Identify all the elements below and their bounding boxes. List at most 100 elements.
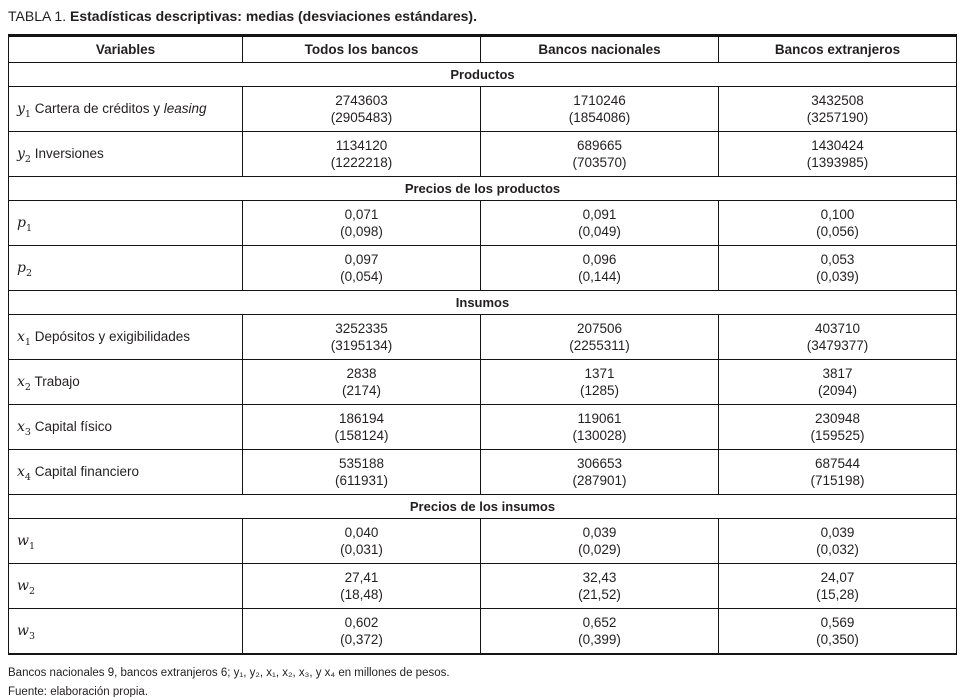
value-cell: 0,091 (0,049): [480, 200, 719, 246]
sd-value: (3257190): [806, 110, 869, 125]
mean-value: 0,071: [344, 207, 379, 222]
table-header: Variables Todos los bancos Bancos nacion…: [8, 35, 957, 63]
mean-value: 1430424: [811, 138, 864, 153]
mean-value: 2743603: [335, 93, 388, 108]
variable-symbol: w1: [17, 533, 36, 552]
value-cell: 1430424 (1393985): [718, 131, 957, 177]
mean-value: 1371: [584, 366, 615, 381]
mean-value: 689665: [576, 138, 623, 153]
mean-value: 0,040: [344, 525, 379, 540]
sd-value: (2255311): [569, 338, 630, 353]
value-cell: 27,41 (18,48): [242, 563, 481, 609]
sd-value: (0,039): [816, 269, 859, 284]
column-header-bancos-extranjeros: Bancos extranjeros: [718, 35, 957, 63]
value-cell: 687544 (715198): [718, 449, 957, 495]
mean-value: 0,039: [582, 525, 617, 540]
value-cell: 207506 (2255311): [480, 314, 719, 360]
mean-value: 306653: [576, 456, 623, 471]
sd-value: (0,372): [340, 631, 383, 647]
mean-value: 3817: [822, 366, 853, 381]
mean-value: 32,43: [582, 570, 617, 585]
mean-value: 687544: [814, 456, 861, 471]
mean-value: 2838: [346, 366, 377, 381]
sd-value: (0,029): [578, 542, 621, 557]
sd-value: (1285): [579, 383, 620, 398]
section-label: Insumos: [8, 290, 957, 315]
variable-cell: w2: [8, 563, 243, 609]
variable-cell: p2: [8, 245, 243, 291]
value-cell: 1134120 (1222218): [242, 131, 481, 177]
mean-value: 0,096: [582, 252, 617, 267]
sd-value: (3479377): [806, 338, 869, 353]
value-cell: 0,097 (0,054): [242, 245, 481, 291]
table-body: Productos y1 Cartera de créditos y leasin…: [8, 62, 957, 654]
mean-value: 0,569: [820, 614, 855, 630]
sd-value: (159525): [810, 428, 865, 443]
value-cell: 0,039 (0,029): [480, 518, 719, 564]
section-row: Productos: [8, 62, 957, 87]
section-row: Insumos: [8, 290, 957, 315]
mean-value: 1710246: [573, 93, 626, 108]
value-cell: 689665 (703570): [480, 131, 719, 177]
variable-symbol: p2: [17, 260, 33, 279]
mean-value: 0,652: [582, 614, 617, 630]
value-cell: 0,071 (0,098): [242, 200, 481, 246]
variable-label: Trabajo: [30, 374, 80, 389]
table-row: y2 Inversiones 1134120 (1222218) 689665 (703…: [8, 131, 957, 177]
sd-value: (15,28): [816, 587, 859, 602]
variable-symbol: x2: [17, 374, 31, 393]
value-cell: 24,07 (15,28): [718, 563, 957, 609]
variable-cell: w3: [8, 608, 243, 654]
mean-value: 3432508: [811, 93, 864, 108]
variable-symbol: p1: [17, 215, 33, 234]
sd-value: (1222218): [330, 155, 393, 170]
value-cell: 0,053 (0,039): [718, 245, 957, 291]
variable-label: Inversiones: [30, 146, 104, 161]
section-row: Precios de los productos: [8, 176, 957, 201]
value-cell: 32,43 (21,52): [480, 563, 719, 609]
mean-value: 27,41: [344, 570, 379, 585]
section-row: Precios de los insumos: [8, 494, 957, 519]
mean-value: 3252335: [335, 321, 388, 336]
variable-symbol: y2: [17, 146, 31, 165]
section-label: Productos: [8, 62, 957, 87]
column-header-todos-los-bancos: Todos los bancos: [242, 35, 481, 63]
sd-value: (0,144): [578, 269, 621, 284]
footnote-source: Fuente: elaboración propia.: [8, 685, 149, 697]
sd-value: (2174): [341, 383, 382, 398]
mean-value: 0,100: [820, 207, 855, 222]
sd-value: (0,031): [340, 542, 383, 557]
table-row: w2 27,41 (18,48) 32,43 (21,52) 24,07 (15,28): [8, 563, 957, 609]
variable-label: Capital financiero: [30, 464, 140, 479]
variable-label-italic: leasing: [160, 101, 207, 116]
sd-value: (611931): [334, 473, 389, 488]
mean-value: 0,039: [820, 525, 855, 540]
variable-symbol: x4: [17, 464, 31, 483]
value-cell: 535188 (611931): [242, 449, 481, 495]
value-cell: 0,100 (0,056): [718, 200, 957, 246]
variable-cell: x4 Capital financiero: [8, 449, 243, 495]
sd-value: (2905483): [330, 110, 393, 125]
mean-value: 0,097: [344, 252, 379, 267]
value-cell: 0,040 (0,031): [242, 518, 481, 564]
variable-cell: p1: [8, 200, 243, 246]
descriptive-statistics-table: Variables Todos los bancos Bancos nacion…: [8, 34, 957, 655]
table-footnotes: Bancos nacionales 9, bancos extranjeros …: [8, 664, 956, 697]
sd-value: (158124): [334, 428, 389, 443]
value-cell: 403710 (3479377): [718, 314, 957, 360]
sd-value: (0,049): [578, 224, 621, 239]
sd-value: (287901): [572, 473, 627, 488]
sd-value: (0,054): [340, 269, 383, 284]
table-title: TABLA 1. Estadísticas descriptivas: medi…: [8, 7, 956, 25]
value-cell: 2743603 (2905483): [242, 86, 481, 132]
table-row: w1 0,040 (0,031) 0,039 (0,029) 0,039 (0,032): [8, 518, 957, 564]
variable-symbol: x3: [17, 419, 31, 438]
variable-symbol: x1: [17, 329, 31, 348]
sd-value: (703570): [572, 155, 627, 170]
sd-value: (130028): [572, 428, 627, 443]
sd-value: (0,350): [816, 631, 859, 647]
sd-value: (1393985): [806, 155, 869, 170]
sd-value: (0,032): [816, 542, 859, 557]
mean-value: 0,053: [820, 252, 855, 267]
